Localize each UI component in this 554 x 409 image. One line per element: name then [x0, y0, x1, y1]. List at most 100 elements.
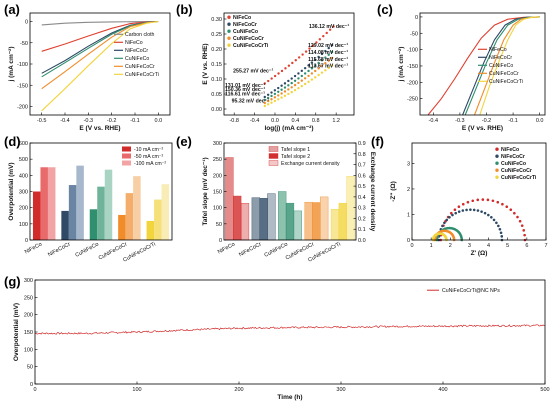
- category-label: NiFeCoCr: [47, 241, 72, 258]
- panel-label: (e): [176, 134, 192, 149]
- y-tick-label: 0: [415, 15, 418, 21]
- legend-entry: Tafel slope 2: [281, 154, 310, 160]
- legend-entry: CuNiFeCoCrTi: [489, 79, 523, 85]
- data-point: [451, 213, 454, 217]
- data-point: [457, 210, 461, 213]
- data-point: [330, 50, 334, 54]
- x-axis-label: log(j) (mA cm⁻²): [264, 125, 313, 132]
- x-tick-label: 0.4: [292, 118, 300, 124]
- series-line: [41, 20, 159, 112]
- data-point: [263, 95, 266, 99]
- data-point: [280, 84, 283, 87]
- data-point: [310, 72, 314, 75]
- bar: [76, 165, 84, 240]
- y-tick-label: 0.05: [211, 92, 222, 98]
- y2-tick-label: 0.8: [358, 152, 366, 158]
- data-point: [469, 208, 472, 211]
- data-point: [457, 205, 461, 209]
- data-point: [277, 72, 280, 75]
- data-point: [277, 86, 280, 90]
- legend-entry: CuNiFeCo: [501, 161, 526, 167]
- bar: [154, 199, 162, 240]
- data-point: [476, 209, 480, 212]
- x-axis-label: E (V vs. RHE): [79, 125, 120, 132]
- data-point: [283, 86, 287, 89]
- data-point: [476, 198, 480, 202]
- series-line: [41, 20, 159, 26]
- data-point: [461, 202, 465, 206]
- x-tick-label: 0.0: [155, 118, 163, 124]
- data-point: [290, 81, 293, 85]
- data-point: [277, 94, 280, 97]
- data-point: [454, 211, 458, 215]
- data-point: [270, 91, 273, 94]
- y-tick-label: 200: [19, 206, 28, 212]
- bar: [32, 191, 41, 240]
- data-point: [307, 74, 310, 78]
- data-point: [471, 199, 475, 203]
- data-point: [283, 94, 287, 97]
- data-point: [318, 38, 322, 41]
- data-point: [330, 64, 334, 67]
- data-point: [314, 76, 317, 79]
- legend-swatch: [495, 154, 499, 158]
- data-point: [324, 56, 327, 59]
- legend-entry: CuNiFeCoCrTi: [125, 72, 159, 78]
- plot-frame: [419, 12, 546, 116]
- y-tick-label: 500: [19, 157, 28, 163]
- data-point: [327, 53, 330, 56]
- data-point: [290, 77, 293, 80]
- slope-annotation: 150.36 mV dec⁻¹: [225, 87, 265, 93]
- slope-label: 136.12 mV dec⁻¹: [309, 24, 349, 30]
- y2-tick-label: 0.0: [358, 238, 366, 244]
- legend-entry: NiFeCoCr: [125, 48, 148, 54]
- legend-swatch: [495, 161, 499, 165]
- bar: [133, 176, 141, 240]
- bar: [338, 202, 347, 241]
- data-point: [280, 92, 283, 95]
- y-axis-label: j (mA cm⁻²): [398, 47, 405, 83]
- y-tick-label: -100: [407, 48, 418, 54]
- legend-entry: CuNiFeCo: [489, 63, 513, 69]
- x-tick-label: -0.5: [37, 118, 46, 124]
- slope-label: 113.67 mV dec⁻¹: [308, 64, 348, 70]
- y-axis-label: Overpotential (mV): [8, 162, 15, 220]
- y-tick-label: 250: [213, 157, 222, 163]
- legend-swatch: [122, 153, 131, 159]
- y-tick-label: -50: [20, 41, 28, 47]
- bar: [320, 196, 329, 241]
- data-point: [523, 233, 526, 237]
- y-tick-label: 100: [19, 222, 28, 228]
- data-point: [501, 202, 504, 206]
- y-tick-label: 0: [219, 238, 222, 244]
- data-point: [290, 86, 293, 89]
- y-axis-label: Overpotential (mV): [13, 303, 20, 361]
- data-point: [293, 74, 297, 78]
- x-tick-label: 0.8: [312, 118, 320, 124]
- data-point: [270, 77, 273, 80]
- x-axis-label: Time (h): [277, 394, 302, 401]
- x-tick-label: -0.1: [130, 118, 139, 124]
- y2-axis-label: Exchange current density: [369, 152, 376, 232]
- data-point: [327, 59, 330, 62]
- data-point: [320, 71, 324, 74]
- legend-entry: -100 mA cm⁻²: [134, 161, 166, 167]
- data-point: [472, 208, 476, 212]
- legend-swatch: [268, 146, 279, 152]
- legend-swatch: [227, 29, 231, 33]
- data-point: [287, 84, 290, 87]
- data-point: [273, 99, 277, 103]
- data-point: [273, 96, 277, 99]
- plot-frame: [411, 142, 547, 241]
- bar: [118, 214, 126, 240]
- x-tick-label: 0: [410, 243, 413, 249]
- y-tick-label: 0: [407, 238, 410, 244]
- data-point: [307, 64, 310, 67]
- data-point: [300, 69, 303, 73]
- x-tick-label: 5: [506, 243, 509, 249]
- slope-annotation: 95.32 mV dec⁻¹: [232, 98, 270, 104]
- data-point: [266, 96, 270, 100]
- data-point: [263, 98, 266, 102]
- data-point: [322, 34, 325, 38]
- legend-swatch: [227, 36, 231, 40]
